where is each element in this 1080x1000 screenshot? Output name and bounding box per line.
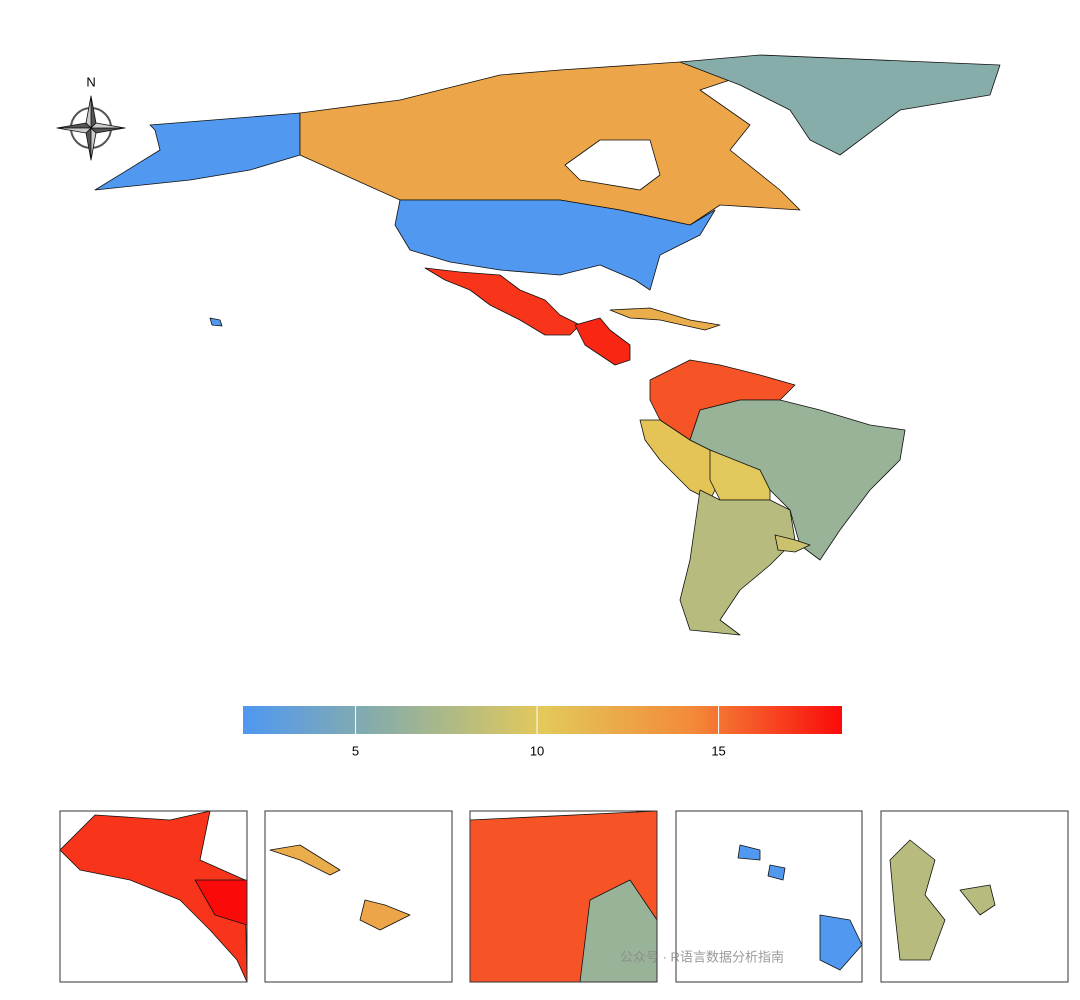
- region: [609, 307, 721, 331]
- colorbar-tick-label: 5: [352, 743, 359, 758]
- colorbar-tick-label: 10: [530, 743, 544, 758]
- region: [424, 267, 581, 336]
- region: [679, 54, 1001, 156]
- region: [774, 534, 811, 553]
- region: [209, 317, 223, 327]
- hudson-bay: [564, 139, 661, 191]
- region: [959, 884, 996, 916]
- region: [194, 879, 247, 926]
- region: [394, 199, 716, 291]
- colorbar-ticks: 5 10 15: [352, 706, 726, 758]
- colorbar-tick-label: 15: [711, 743, 725, 758]
- region: [94, 112, 301, 191]
- region: [767, 864, 786, 881]
- region: [737, 844, 761, 861]
- region: [889, 839, 946, 961]
- region: [359, 899, 411, 931]
- north-label: N: [86, 74, 95, 89]
- region: [574, 317, 631, 366]
- compass: N: [56, 74, 126, 161]
- region: [819, 914, 862, 971]
- colorbar: [243, 706, 842, 734]
- region: [679, 489, 796, 636]
- region: [269, 844, 341, 876]
- watermark: 公众号 · R语言数据分析指南: [620, 949, 784, 964]
- region: [579, 879, 657, 982]
- regions: [60, 54, 1001, 982]
- region: [60, 811, 247, 982]
- inset-frames: [59, 810, 1069, 983]
